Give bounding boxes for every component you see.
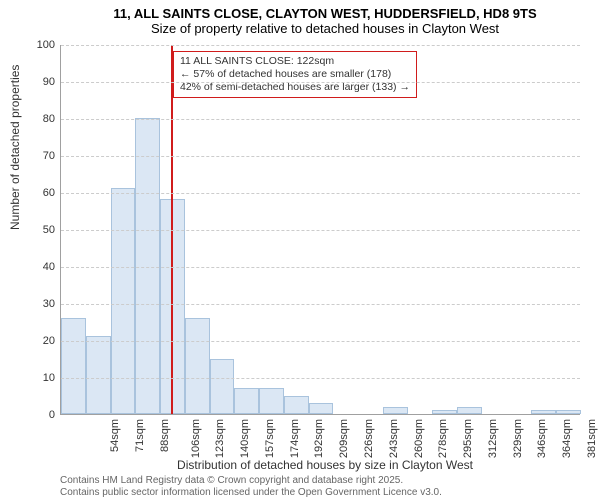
bar [309,403,334,414]
bar [432,410,457,414]
annotation-line2: ← 57% of detached houses are smaller (17… [180,68,410,81]
chart-container: 11, ALL SAINTS CLOSE, CLAYTON WEST, HUDD… [0,0,600,500]
y-tick-label: 40 [20,261,55,273]
y-tick-label: 90 [20,76,55,88]
x-tick-label: 278sqm [437,419,449,458]
y-tick-label: 10 [20,372,55,384]
x-tick-label: 54sqm [109,419,121,452]
x-tick-label: 312sqm [487,419,499,458]
x-tick-label: 226sqm [363,419,375,458]
gridline [61,304,580,305]
gridline [61,267,580,268]
x-tick-label: 209sqm [338,419,350,458]
y-tick-label: 80 [20,113,55,125]
x-tick-label: 71sqm [134,419,146,452]
annotation-line1: 11 ALL SAINTS CLOSE: 122sqm [180,55,410,68]
gridline [61,45,580,46]
bar [61,318,86,414]
x-tick-label: 174sqm [289,419,301,458]
x-tick-label: 106sqm [190,419,202,458]
x-tick-label: 260sqm [413,419,425,458]
y-tick-label: 70 [20,150,55,162]
bar [135,118,160,414]
x-tick-label: 381sqm [586,419,598,458]
bar [234,388,259,414]
gridline [61,156,580,157]
y-tick-label: 30 [20,298,55,310]
gridline [61,341,580,342]
bar [383,407,408,414]
y-tick-label: 60 [20,187,55,199]
annotation-line3: 42% of semi-detached houses are larger (… [180,81,410,94]
x-tick-label: 329sqm [512,419,524,458]
x-tick-label: 157sqm [264,419,276,458]
x-tick-label: 346sqm [536,419,548,458]
x-tick-label: 123sqm [215,419,227,458]
x-tick-label: 140sqm [239,419,251,458]
bar [556,410,581,414]
x-tick-label: 243sqm [388,419,400,458]
plot-area: 11 ALL SAINTS CLOSE: 122sqm ← 57% of det… [60,45,580,415]
gridline [61,378,580,379]
x-axis-label: Distribution of detached houses by size … [60,458,590,472]
gridline [61,119,580,120]
annotation-box: 11 ALL SAINTS CLOSE: 122sqm ← 57% of det… [173,51,417,98]
footer-line2: Contains public sector information licen… [60,487,442,498]
gridline [61,82,580,83]
y-tick-label: 20 [20,335,55,347]
gridline [61,230,580,231]
title-line2: Size of property relative to detached ho… [60,21,590,36]
y-axis-label: Number of detached properties [8,65,22,230]
x-tick-label: 88sqm [159,419,171,452]
bar [284,396,309,415]
title-line1: 11, ALL SAINTS CLOSE, CLAYTON WEST, HUDD… [60,6,590,21]
y-tick-label: 50 [20,224,55,236]
x-tick-label: 364sqm [561,419,573,458]
bar [259,388,284,414]
chart-title: 11, ALL SAINTS CLOSE, CLAYTON WEST, HUDD… [60,6,590,36]
y-tick-label: 100 [20,39,55,51]
x-tick-label: 295sqm [462,419,474,458]
bar [457,407,482,414]
bar [86,336,111,414]
gridline [61,193,580,194]
footer-line1: Contains HM Land Registry data © Crown c… [60,475,403,486]
y-tick-label: 0 [20,409,55,421]
bar [185,318,210,414]
x-tick-label: 192sqm [314,419,326,458]
bar [111,188,136,414]
bar [531,410,556,414]
bar [210,359,235,415]
